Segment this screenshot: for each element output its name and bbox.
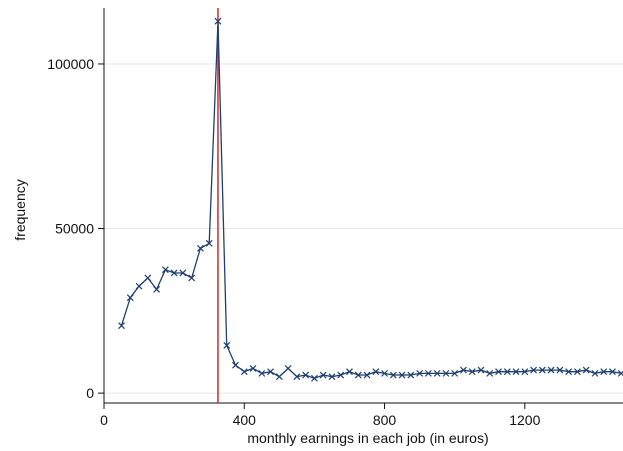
data-point-marker: [302, 371, 310, 379]
data-point-marker: [232, 361, 239, 369]
data-point-marker: [328, 373, 336, 381]
data-point-marker: [363, 371, 371, 379]
data-point-marker: [144, 274, 152, 282]
data-point-marker: [214, 17, 222, 25]
data-point-marker: [442, 369, 450, 377]
data-point-marker: [416, 369, 424, 377]
data-point-marker: [126, 294, 134, 302]
tick-labels: 0 50000 100000 0 400 800 1200: [47, 56, 540, 428]
data-point-marker: [310, 374, 318, 382]
data-point-marker: [135, 282, 143, 290]
data-point-marker: [240, 368, 248, 376]
data-point-marker: [591, 369, 599, 377]
data-point-marker: [188, 274, 196, 282]
data-point-marker: [389, 371, 397, 379]
data-point-marker: [354, 371, 362, 379]
series-layer: [118, 17, 623, 382]
data-point-marker: [267, 368, 274, 376]
data-point-marker: [161, 266, 169, 274]
data-point-marker: [153, 286, 161, 293]
data-point-marker: [460, 366, 467, 374]
data-point-marker: [617, 369, 623, 377]
data-point-marker: [275, 373, 283, 381]
data-point-marker: [346, 368, 353, 376]
y-tick-label: 100000: [47, 56, 94, 72]
data-point-marker: [468, 368, 476, 376]
data-point-marker: [337, 371, 345, 379]
data-point-marker: [170, 269, 178, 277]
data-point-marker: [407, 371, 415, 379]
data-point-marker: [433, 369, 441, 377]
data-point-marker: [547, 366, 555, 374]
data-point-marker: [424, 369, 432, 377]
data-point-marker: [477, 366, 485, 374]
data-point-marker: [205, 239, 213, 247]
axes: [98, 8, 623, 409]
data-point-marker: [249, 365, 257, 372]
data-point-marker: [530, 366, 538, 374]
data-point-marker: [258, 369, 266, 377]
data-point-marker: [179, 269, 187, 277]
y-tick-label: 50000: [55, 221, 94, 237]
data-point-marker: [486, 369, 494, 377]
data-point-marker: [573, 368, 581, 376]
series-line: [120, 21, 622, 379]
x-tick-label: 0: [100, 412, 108, 428]
data-point-marker: [223, 341, 231, 349]
data-point-marker: [284, 365, 292, 372]
x-tick-label: 800: [373, 412, 397, 428]
data-point-marker: [512, 368, 520, 376]
data-point-marker: [556, 366, 564, 374]
data-point-marker: [381, 369, 388, 377]
data-point-marker: [495, 368, 502, 376]
data-point-marker: [372, 368, 380, 376]
y-axis-title: frequency: [12, 179, 28, 240]
data-point-marker: [609, 368, 616, 376]
data-point-marker: [538, 366, 546, 374]
data-point-marker: [521, 368, 529, 376]
x-tick-label: 400: [233, 412, 257, 428]
x-axis-title: monthly earnings in each job (in euros): [247, 430, 488, 446]
x-tick-label: 1200: [509, 412, 540, 428]
data-point-marker: [293, 373, 301, 381]
y-tick-label: 0: [86, 385, 94, 401]
data-point-marker: [565, 368, 573, 376]
data-point-marker: [319, 371, 327, 379]
data-point-marker: [600, 368, 608, 376]
data-point-marker: [503, 368, 511, 376]
data-point-marker: [398, 371, 406, 379]
data-point-marker: [582, 366, 590, 374]
grid-lines: [104, 63, 623, 394]
data-point-marker: [451, 369, 459, 377]
data-point-marker: [118, 322, 125, 330]
data-point-marker: [197, 244, 204, 252]
